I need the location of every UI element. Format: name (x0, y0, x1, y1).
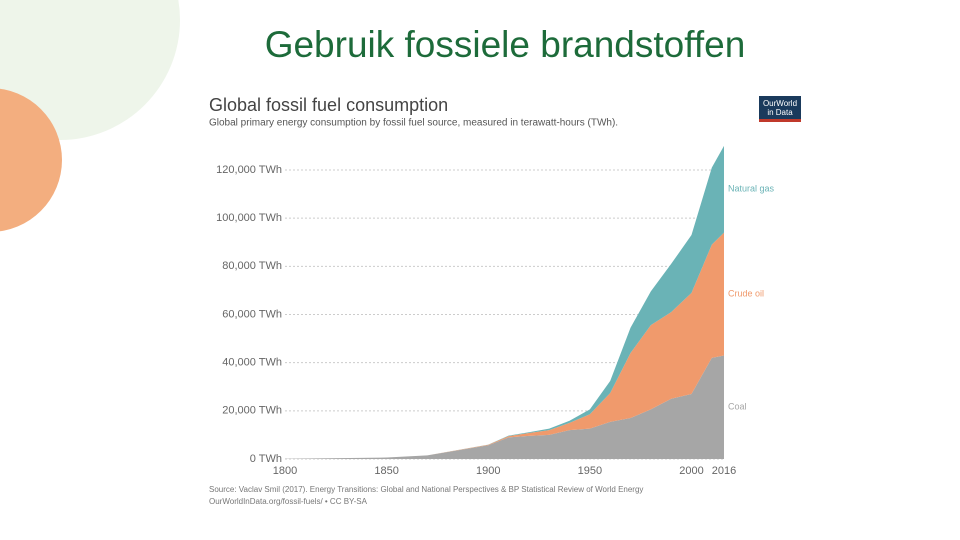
logo-box (759, 96, 801, 122)
plot: 0 TWh 20,000 TWh 40,000 TWh 60,000 TWh 80,00… (216, 145, 775, 477)
area (285, 232, 724, 459)
logo-text: OurWorld (763, 99, 797, 108)
x-tick-label: 1850 (374, 465, 398, 477)
area (285, 355, 724, 459)
x-tick-label: 2016 (712, 465, 736, 477)
y-tick-label: 20,000 TWh (222, 405, 282, 417)
decor-circle (0, 0, 180, 140)
y-tick-label: 100,000 TWh (216, 212, 282, 224)
x-tick-label: 1900 (476, 465, 500, 477)
decor-circle (0, 88, 62, 232)
chart-title: Global fossil fuel consumption (209, 95, 448, 115)
y-tick-label: 0 TWh (250, 453, 282, 465)
legend-label: Natural gas (728, 184, 775, 194)
x-tick-label: 2000 (679, 465, 703, 477)
x-tick-label: 1950 (578, 465, 602, 477)
x-tick-label: 1800 (273, 465, 297, 477)
legend-label: Crude oil (728, 288, 764, 298)
y-tick-label: 120,000 TWh (216, 164, 282, 176)
source: Source: Vaclav Smil (2017). Energy Trans… (209, 485, 643, 494)
source: OurWorldInData.org/fossil-fuels/ • CC BY… (209, 497, 368, 506)
legend-label: Coal (728, 402, 747, 412)
logo-text: in Data (767, 108, 793, 117)
chart-subtitle: Global primary energy consumption by fos… (209, 118, 618, 129)
slide-title: Gebruik fossiele brandstoffen (265, 24, 746, 65)
logo-stripe (759, 119, 801, 122)
y-tick-label: 80,000 TWh (222, 260, 282, 272)
y-tick-label: 60,000 TWh (222, 308, 282, 320)
y-tick-label: 40,000 TWh (222, 357, 282, 369)
area (285, 145, 724, 459)
